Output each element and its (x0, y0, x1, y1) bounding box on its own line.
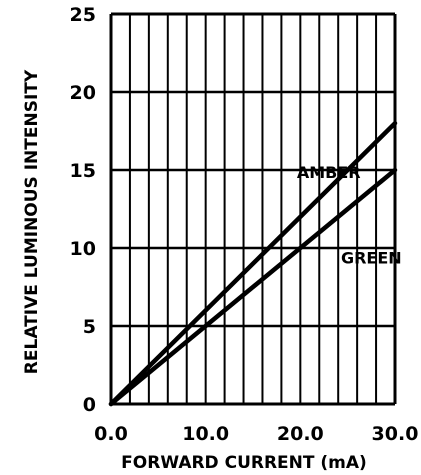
y-tick-label: 15 (70, 160, 96, 182)
x-tick-label: 10.0 (182, 423, 229, 445)
y-tick-label: 10 (70, 238, 96, 260)
series-lines (108, 120, 398, 407)
y-tick-label: 25 (70, 4, 96, 26)
x-tick-label: 0.0 (94, 423, 128, 445)
series-label-green: GREEN (341, 249, 402, 268)
series-line-amber (108, 120, 398, 407)
x-tick-label: 30.0 (372, 423, 419, 445)
y-axis-title: RELATIVE LUMINOUS INTENSITY (22, 69, 42, 374)
y-tick-label: 0 (83, 394, 96, 416)
x-axis-title: FORWARD CURRENT (mA) (121, 453, 367, 473)
labels: AMBER GREEN 0 5 10 15 20 25 0.0 10.0 20.0 30.0 (70, 4, 419, 445)
series-label-amber: AMBER (297, 163, 361, 182)
series-line-green (108, 167, 398, 407)
grid (109, 12, 397, 406)
y-tick-label: 20 (70, 82, 96, 104)
y-tick-label: 5 (83, 316, 96, 338)
x-tick-label: 20.0 (277, 423, 324, 445)
